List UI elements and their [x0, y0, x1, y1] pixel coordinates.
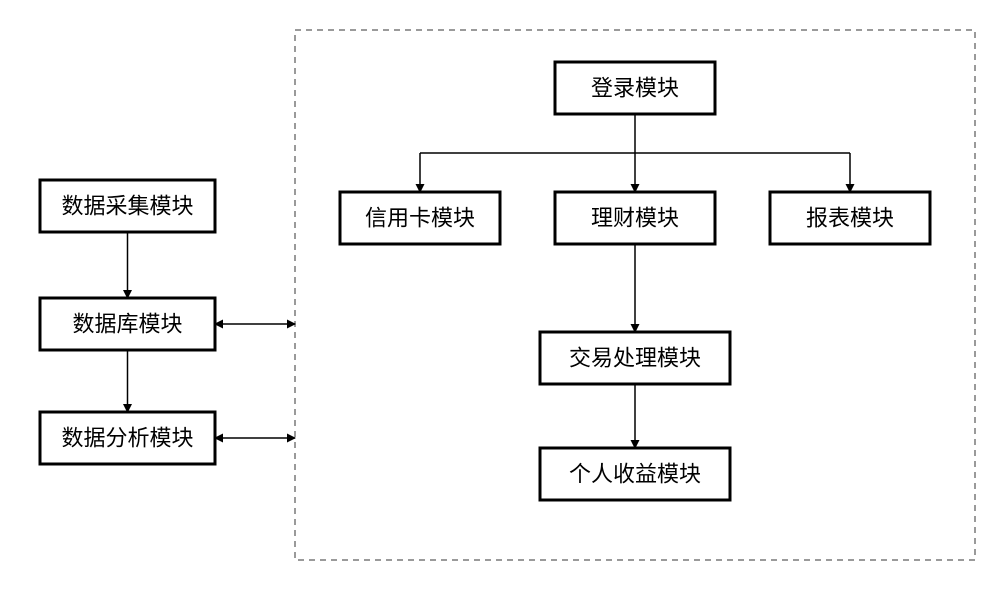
- node-login: 登录模块: [555, 62, 715, 114]
- node-db: 数据库模块: [40, 298, 215, 350]
- node-collect: 数据采集模块: [40, 180, 215, 232]
- node-label-analyze: 数据分析模块: [61, 426, 193, 451]
- node-label-db: 数据库模块: [72, 312, 182, 337]
- node-finance: 理财模块: [555, 192, 715, 244]
- node-report: 报表模块: [770, 192, 930, 244]
- node-label-collect: 数据采集模块: [61, 194, 193, 219]
- node-label-login: 登录模块: [591, 76, 679, 101]
- node-profit: 个人收益模块: [540, 448, 730, 500]
- node-label-credit: 信用卡模块: [365, 206, 475, 231]
- node-label-report: 报表模块: [806, 206, 894, 231]
- diagram-canvas: 数据采集模块数据库模块数据分析模块 登录模块信用卡模块 理财模块 报表模块交易处理模块…: [0, 0, 1000, 589]
- node-label-finance: 理财模块: [591, 206, 679, 231]
- node-label-profit: 个人收益模块: [569, 462, 701, 487]
- node-credit: 信用卡模块: [340, 192, 500, 244]
- node-analyze: 数据分析模块: [40, 412, 215, 464]
- node-label-trade: 交易处理模块: [569, 346, 701, 371]
- node-trade: 交易处理模块: [540, 332, 730, 384]
